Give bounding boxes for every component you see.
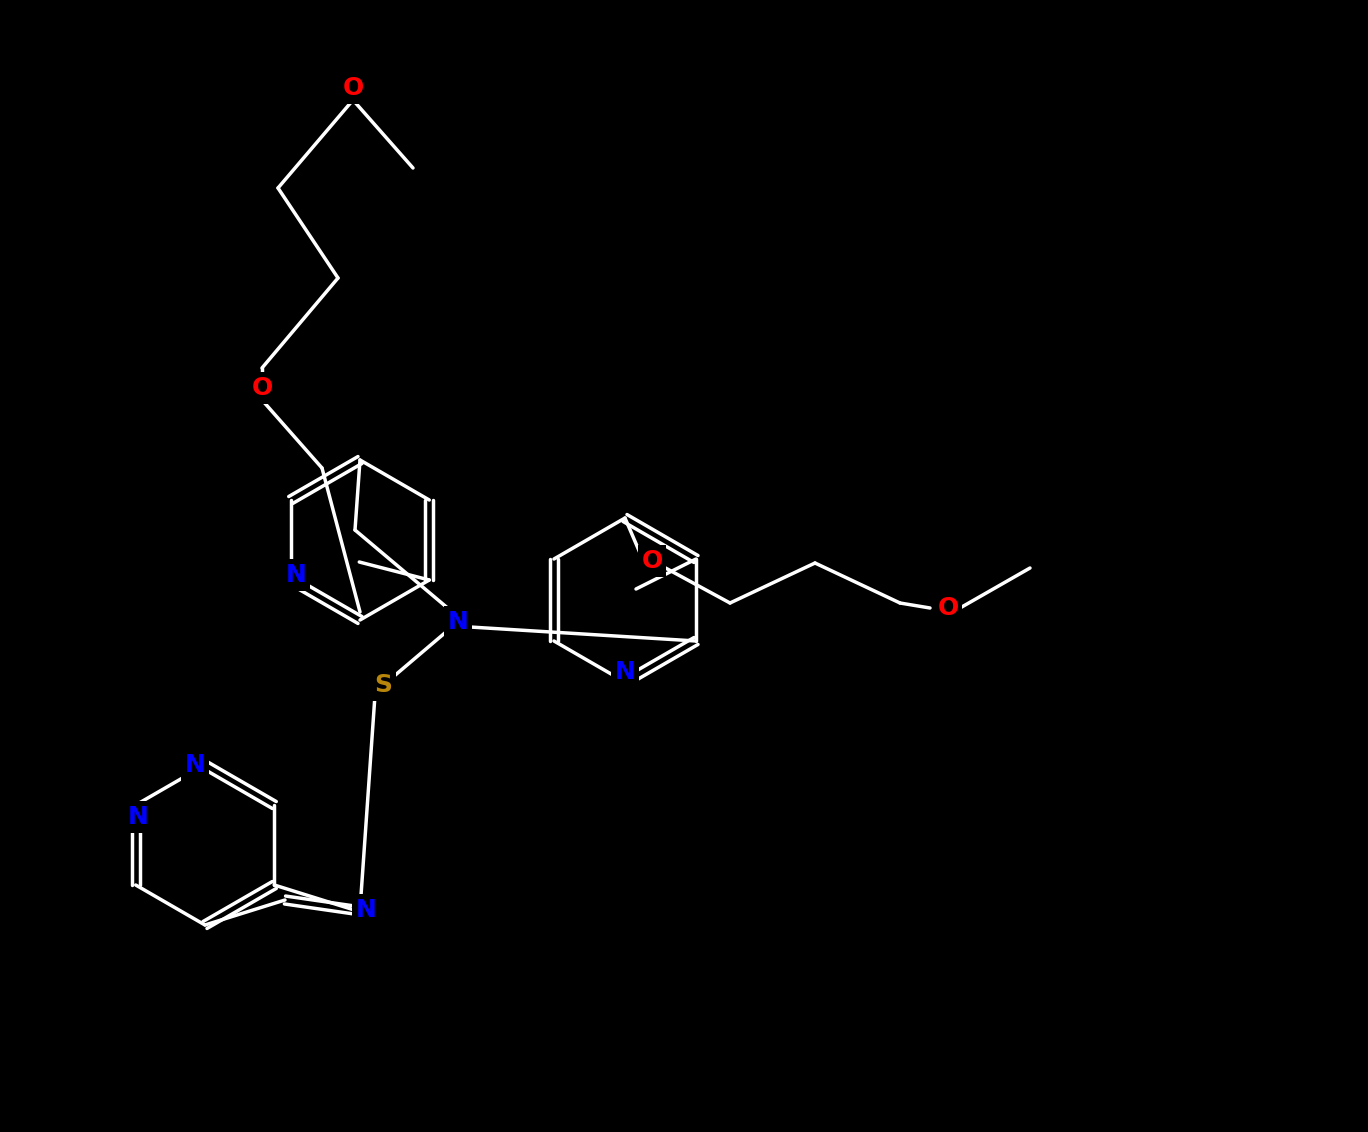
- Text: O: O: [937, 597, 959, 620]
- Text: O: O: [252, 376, 272, 400]
- Text: O: O: [642, 549, 662, 573]
- Text: N: N: [447, 610, 468, 634]
- Text: N: N: [127, 805, 148, 829]
- Text: S: S: [373, 674, 393, 697]
- Text: N: N: [356, 898, 376, 921]
- Text: N: N: [286, 563, 306, 588]
- Text: N: N: [185, 753, 205, 777]
- Text: O: O: [342, 76, 364, 100]
- Text: N: N: [614, 660, 636, 684]
